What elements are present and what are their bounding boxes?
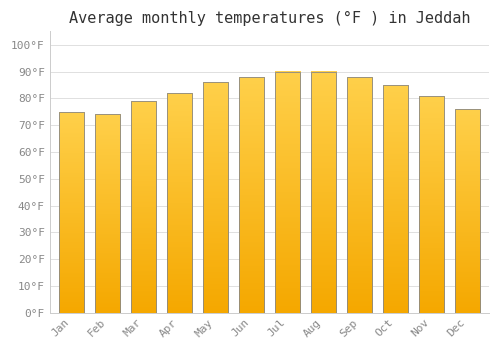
Bar xyxy=(130,101,156,313)
Bar xyxy=(166,93,192,313)
Bar xyxy=(382,85,408,313)
Bar xyxy=(94,114,120,313)
Bar xyxy=(274,72,300,313)
Bar xyxy=(58,112,84,313)
Bar xyxy=(202,82,228,313)
Bar xyxy=(418,96,444,313)
Bar xyxy=(454,109,480,313)
Bar xyxy=(310,72,336,313)
Bar xyxy=(346,77,372,313)
Title: Average monthly temperatures (°F ) in Jeddah: Average monthly temperatures (°F ) in Je… xyxy=(68,11,470,26)
Bar xyxy=(238,77,264,313)
